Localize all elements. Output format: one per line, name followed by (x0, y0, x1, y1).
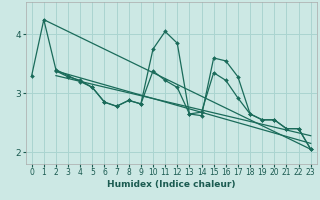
X-axis label: Humidex (Indice chaleur): Humidex (Indice chaleur) (107, 180, 236, 189)
